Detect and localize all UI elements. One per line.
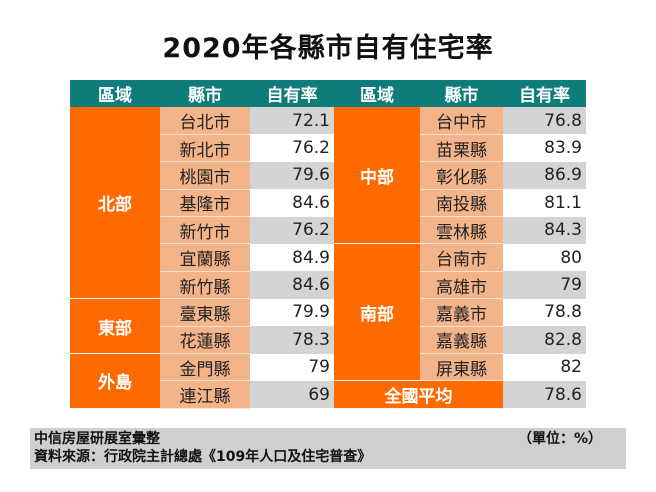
city-cell: 彰化縣 [420, 161, 503, 190]
table-row: 連江縣 69 全國平均 78.6 [70, 380, 586, 409]
rate-cell: 76.2 [250, 134, 334, 162]
city-cell: 桃園市 [160, 161, 250, 190]
footer-note: 中信房屋研展室彙整 資料來源：行政院主計總處《109年人口及住宅普查》 （單位：… [30, 428, 626, 469]
region-cell: 東部 [70, 298, 160, 355]
national-average-label: 全國平均 [334, 380, 503, 409]
city-cell: 金門縣 [160, 353, 250, 382]
rate-cell: 72.1 [250, 107, 334, 135]
rate-cell: 79.9 [250, 298, 334, 327]
city-cell: 雲林縣 [420, 216, 503, 245]
city-cell: 連江縣 [160, 380, 250, 409]
city-cell: 新北市 [160, 134, 250, 163]
page-title: 2020年各縣市自有住宅率 [162, 33, 494, 64]
header-rate: 自有率 [503, 80, 586, 107]
region-cell: 北部 [70, 107, 160, 300]
table-row: 新竹市 76.2 雲林縣 84.3 [70, 216, 586, 245]
city-cell: 新竹市 [160, 216, 250, 245]
city-cell: 宜蘭縣 [160, 243, 250, 272]
unit-text: （單位：%） [517, 431, 602, 447]
table-row: 基隆市 84.6 南投縣 81.1 [70, 189, 586, 218]
table-row: 宜蘭縣 84.9 南部 台南市 80 [70, 243, 586, 382]
source-text: 資料來源：行政院主計總處《109年人口及住宅普查》 [34, 449, 372, 465]
national-average-value: 78.6 [503, 380, 586, 409]
rate-cell: 86.9 [503, 161, 586, 190]
rate-cell: 79 [250, 353, 334, 381]
rate-cell: 84.6 [250, 189, 334, 217]
header-city: 縣市 [420, 80, 503, 107]
rate-cell: 76.8 [503, 107, 586, 135]
city-cell: 新竹縣 [160, 271, 250, 300]
header-city: 縣市 [160, 80, 250, 107]
rate-cell: 69 [250, 380, 334, 409]
rate-cell: 84.3 [503, 216, 586, 244]
city-cell: 台南市 [420, 243, 503, 272]
city-cell: 嘉義市 [420, 298, 503, 327]
city-cell: 屏東縣 [420, 353, 503, 382]
rate-cell: 80 [503, 243, 586, 272]
city-cell: 嘉義縣 [420, 326, 503, 355]
city-cell: 台中市 [420, 107, 503, 135]
table-row: 桃園市 79.6 彰化縣 86.9 [70, 161, 586, 190]
table-header-row: 區域 縣市 自有率 區域 縣市 自有率 [70, 80, 586, 107]
rate-cell: 82 [503, 353, 586, 381]
region-cell: 南部 [334, 243, 420, 382]
rate-cell: 78.8 [503, 298, 586, 327]
table-row: 新北市 76.2 苗栗縣 83.9 [70, 134, 586, 163]
rate-cell: 84.6 [250, 271, 334, 299]
rate-cell: 79.6 [250, 161, 334, 190]
table-row: 新竹縣 84.6 高雄市 79 [70, 271, 586, 300]
table-row: 花蓮縣 78.3 嘉義縣 82.8 [70, 326, 586, 355]
table-row: 東部 臺東縣 79.9 嘉義市 78.8 [70, 298, 586, 355]
region-cell: 外島 [70, 353, 160, 409]
rate-cell: 82.8 [503, 326, 586, 354]
city-cell: 高雄市 [420, 271, 503, 300]
rate-cell: 79 [503, 271, 586, 299]
rate-cell: 81.1 [503, 189, 586, 217]
region-cell: 中部 [334, 107, 420, 245]
rate-cell: 76.2 [250, 216, 334, 244]
city-cell: 台北市 [160, 107, 250, 135]
city-cell: 臺東縣 [160, 298, 250, 327]
city-cell: 基隆市 [160, 189, 250, 218]
header-region: 區域 [70, 80, 160, 107]
header-rate: 自有率 [250, 80, 334, 107]
table-row: 外島 金門縣 79 屏東縣 82 [70, 353, 586, 409]
city-cell: 苗栗縣 [420, 134, 503, 163]
city-cell: 南投縣 [420, 189, 503, 218]
rate-cell: 83.9 [503, 134, 586, 162]
rate-cell: 78.3 [250, 326, 334, 354]
compiler-text: 中信房屋研展室彙整 [34, 431, 160, 447]
city-cell: 花蓮縣 [160, 326, 250, 355]
table-row: 北部 台北市 72.1 中部 台中市 76.8 [70, 107, 586, 300]
header-region: 區域 [334, 80, 420, 107]
home-ownership-table: 區域 縣市 自有率 區域 縣市 自有率 北部 台北市 72.1 中部 台中市 76.8 新北… [70, 80, 586, 409]
rate-cell: 84.9 [250, 243, 334, 272]
